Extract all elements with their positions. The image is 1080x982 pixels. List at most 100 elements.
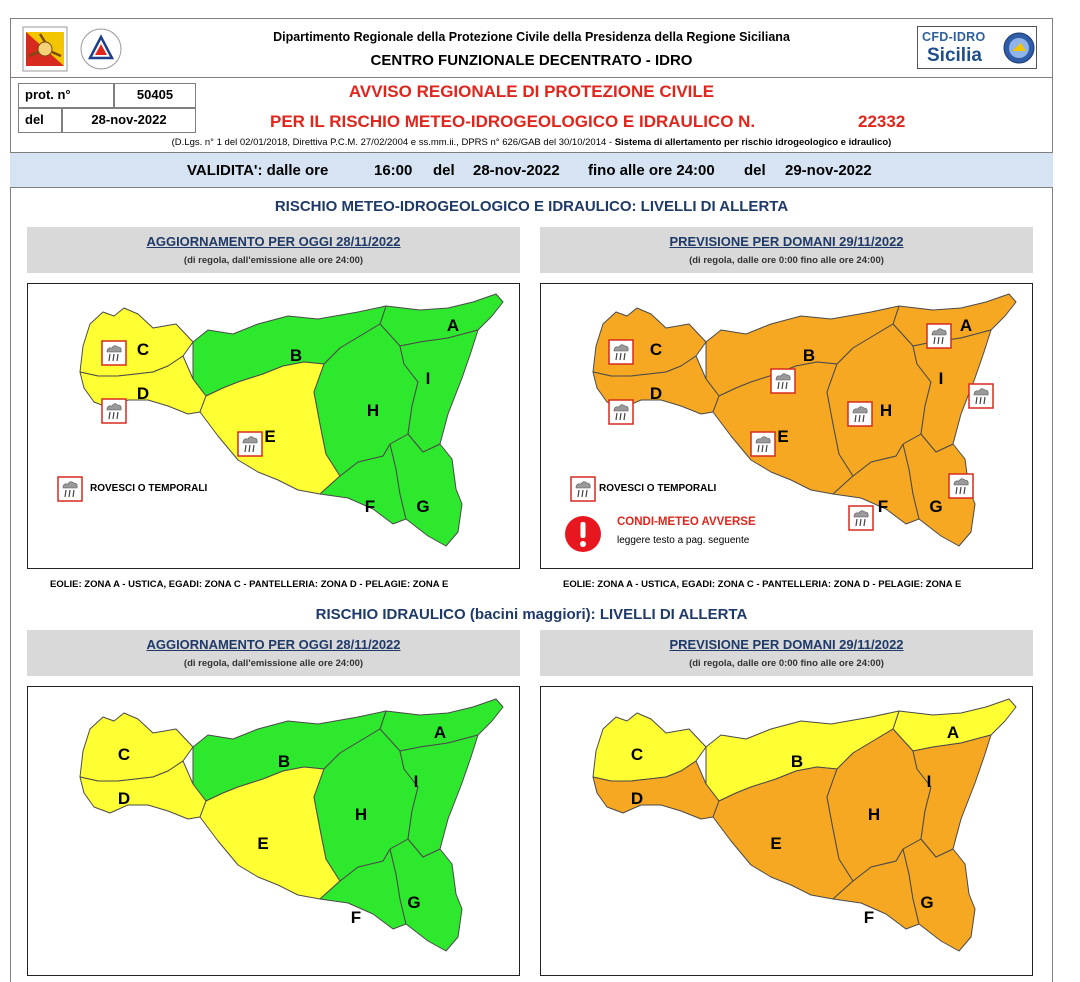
zone-label-c: C xyxy=(631,745,643,764)
sicily-zone-map: A B C D E F G H I xyxy=(79,698,504,952)
condi-meteo-title: CONDI-METEO AVVERSE xyxy=(617,516,756,528)
zone-i xyxy=(399,734,479,858)
meteo-tomorrow-map: A B C D E F G H I ROVESCI O TEMPORALI CONDI-METE… xyxy=(540,283,1033,569)
idraulico-today-header: AGGIORNAMENTO PER OGGI 28/11/2022 (di re… xyxy=(27,630,520,676)
zone-a xyxy=(379,293,504,347)
civil-protection-logo-icon xyxy=(78,26,124,72)
validity-del-2: del xyxy=(744,162,766,179)
zone-label-d: D xyxy=(118,789,130,808)
zone-label-d: D xyxy=(137,384,149,403)
zone-i xyxy=(912,329,992,453)
meteo-today-map: A B C D E F G H I ROVESCI O TEMPORALI xyxy=(27,283,520,569)
del-value: 28-nov-2022 xyxy=(62,108,196,133)
thunderstorm-icon xyxy=(608,399,634,425)
legal-bold: Sistema di allertamento per rischio idro… xyxy=(614,137,892,148)
validity-label: VALIDITA': dalle ore xyxy=(187,162,329,179)
validity-bar: VALIDITA': dalle ore 16:00 del 28-nov-20… xyxy=(10,152,1053,188)
zone-label-e: E xyxy=(264,427,275,446)
zone-label-b: B xyxy=(290,346,302,365)
validity-start-time: 16:00 xyxy=(374,162,413,179)
zone-label-i: I xyxy=(939,369,944,388)
thunderstorm-icon xyxy=(968,383,994,409)
idraulico-tomorrow-header: PREVISIONE PER DOMANI 29/11/2022 (di reg… xyxy=(540,630,1033,676)
zone-label-i: I xyxy=(414,772,419,791)
zone-i xyxy=(912,734,992,858)
meteo-tomorrow-header: PREVISIONE PER DOMANI 29/11/2022 (di reg… xyxy=(540,227,1033,273)
zone-label-g: G xyxy=(407,893,420,912)
zone-label-a: A xyxy=(947,723,959,742)
idraulico-tomorrow-map: A B C D E F G H I xyxy=(540,686,1033,976)
thunderstorm-icon xyxy=(750,431,776,457)
meteo-tomorrow-title: PREVISIONE PER DOMANI 29/11/2022 xyxy=(669,234,904,249)
meteo-today-header: AGGIORNAMENTO PER OGGI 28/11/2022 (di re… xyxy=(27,227,520,273)
legend-rovesci-label: ROVESCI O TEMPORALI xyxy=(599,483,717,494)
thunderstorm-icon xyxy=(101,340,127,366)
legal-reference: (D.Lgs. n° 1 del 02/01/2018, Direttiva P… xyxy=(0,137,1063,148)
idraulico-tomorrow-title: PREVISIONE PER DOMANI 29/11/2022 xyxy=(669,637,904,652)
legal-plain: (D.Lgs. n° 1 del 02/01/2018, Direttiva P… xyxy=(171,137,615,148)
section-meteo-title: RISCHIO METEO-IDROGEOLOGICO E IDRAULICO:… xyxy=(274,198,789,215)
zone-label-h: H xyxy=(868,805,880,824)
cfd-idro-badge: CFD-IDRO Sicilia xyxy=(917,26,1037,69)
avviso-title: AVVISO REGIONALE DI PROTEZIONE CIVILE xyxy=(348,82,715,101)
cfd-region: Sicilia xyxy=(927,45,982,66)
zone-label-b: B xyxy=(278,752,290,771)
cfd-emblem-icon xyxy=(1003,32,1035,64)
meteo-today-subtitle: (di regola, dall'emissione alle ore 24:0… xyxy=(183,255,364,266)
isles-note-tomorrow: EOLIE: ZONA A - USTICA, EGADI: ZONA C - … xyxy=(563,579,962,590)
validity-start-date: 28-nov-2022 xyxy=(473,162,560,179)
document-frame xyxy=(10,18,1053,982)
warning-exclamation-icon xyxy=(565,516,601,552)
del-label: del xyxy=(18,108,62,133)
zone-label-c: C xyxy=(650,340,662,359)
zone-a xyxy=(892,293,1017,347)
thunderstorm-icon xyxy=(847,401,873,427)
zone-label-h: H xyxy=(367,401,379,420)
zone-label-h: H xyxy=(355,805,367,824)
idraulico-today-map: A B C D E F G H I xyxy=(27,686,520,976)
idraulico-today-title: AGGIORNAMENTO PER OGGI 28/11/2022 xyxy=(146,637,401,652)
zone-i xyxy=(399,329,479,453)
department-name: Dipartimento Regionale della Protezione … xyxy=(273,30,790,44)
thunderstorm-icon xyxy=(57,476,83,502)
zone-label-b: B xyxy=(791,752,803,771)
section-idraulico-title: RISCHIO IDRAULICO (bacini maggiori): LIV… xyxy=(315,606,748,623)
thunderstorm-icon xyxy=(948,473,974,499)
zone-label-g: G xyxy=(416,497,429,516)
validity-until: fino alle ore 24:00 xyxy=(588,162,715,179)
avviso-subtitle: PER IL RISCHIO METEO-IDROGEOLOGICO E IDR… xyxy=(270,112,756,131)
sicily-zone-map: A B C D E F G H I xyxy=(570,293,1017,547)
validity-del-1: del xyxy=(433,162,455,179)
center-name: CENTRO FUNZIONALE DECENTRATO - IDRO xyxy=(370,52,693,69)
legend-rovesci-label: ROVESCI O TEMPORALI xyxy=(90,483,208,494)
zone-label-d: D xyxy=(631,789,643,808)
zone-label-a: A xyxy=(960,316,972,335)
zone-label-e: E xyxy=(770,834,781,853)
cfd-label: CFD-IDRO xyxy=(922,30,986,44)
thunderstorm-icon xyxy=(608,339,634,365)
zone-label-f: F xyxy=(365,497,375,516)
prot-value: 50405 xyxy=(114,83,196,108)
thunderstorm-icon xyxy=(926,323,952,349)
condi-meteo-subtitle: leggere testo a pag. seguente xyxy=(617,535,750,546)
isles-note-today: EOLIE: ZONA A - USTICA, EGADI: ZONA C - … xyxy=(50,579,449,590)
zone-label-h: H xyxy=(880,401,892,420)
zone-label-i: I xyxy=(927,772,932,791)
zone-label-i: I xyxy=(426,369,431,388)
avviso-number: 22332 xyxy=(858,112,906,131)
zone-label-a: A xyxy=(434,723,446,742)
zone-label-a: A xyxy=(447,316,459,335)
zone-label-c: C xyxy=(137,340,149,359)
idraulico-today-subtitle: (di regola, dall'emissione alle ore 24:0… xyxy=(183,658,364,669)
zone-label-b: B xyxy=(803,346,815,365)
thunderstorm-icon xyxy=(237,431,263,457)
zone-label-g: G xyxy=(929,497,942,516)
zone-label-g: G xyxy=(920,893,933,912)
thunderstorm-icon xyxy=(101,398,127,424)
idraulico-tomorrow-subtitle: (di regola, dalle ore 0:00 fino alle ore… xyxy=(689,658,884,669)
sicily-zone-map: A B C D E F G H I xyxy=(57,293,504,547)
region-sicily-logo-icon xyxy=(22,26,68,72)
zone-label-e: E xyxy=(777,427,788,446)
prot-label: prot. n° xyxy=(18,83,114,108)
zone-label-f: F xyxy=(864,908,874,927)
